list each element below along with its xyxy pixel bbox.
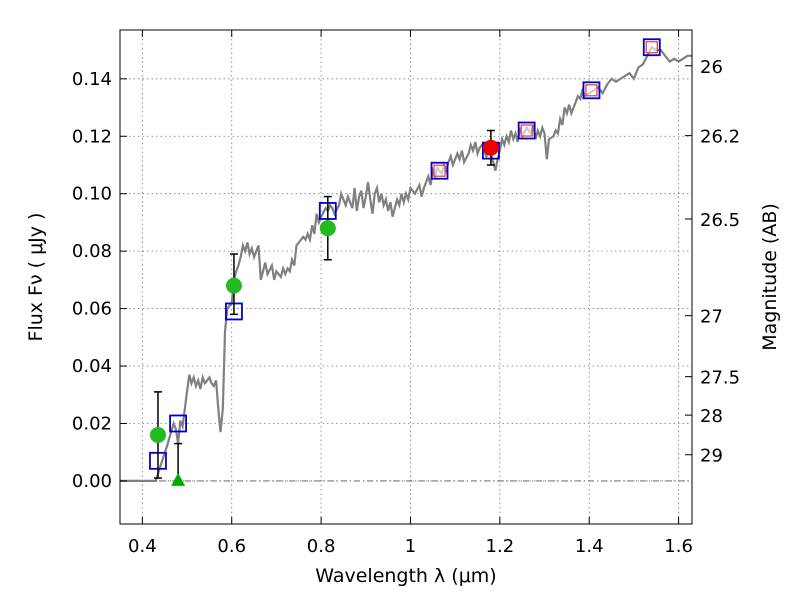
y-tick-label: 0.00 <box>72 471 112 492</box>
y-tick-label: 0.12 <box>72 126 112 147</box>
mag-tick-label: 26.2 <box>700 127 740 148</box>
photometry-square <box>520 124 533 137</box>
plot-area <box>120 38 692 486</box>
photometry-point <box>482 139 499 156</box>
mag-tick-label: 28 <box>700 406 723 427</box>
tick-marks <box>120 30 692 524</box>
photometry-square <box>645 41 658 54</box>
model-flux-square <box>582 81 601 100</box>
mag-tick-label: 29 <box>700 446 723 467</box>
x-axis-label: Wavelength λ (μm) <box>315 565 496 587</box>
photometry-square <box>585 84 598 97</box>
x-tick-label: 1.4 <box>575 536 604 557</box>
y-tick-label: 0.02 <box>72 413 112 434</box>
mag-tick-label: 27 <box>700 307 723 328</box>
photometry-point <box>149 426 166 443</box>
tick-labels: 0.4 0.6 0.8 1 1.2 1.4 1.6 0.00 0.02 0.04 0.06 0.08 0… <box>72 57 740 557</box>
model-spectrum-line <box>120 45 692 482</box>
y-axis-label-right: Magnitude (AB) <box>759 203 781 351</box>
x-tick-label: 1.2 <box>486 536 515 557</box>
mag-tick-label: 26 <box>700 57 723 78</box>
y-tick-label: 0.04 <box>72 356 112 377</box>
x-tick-label: 1.6 <box>664 536 693 557</box>
upper-limit-triangle <box>171 472 186 486</box>
data-marks <box>149 38 661 486</box>
axes-frame <box>119 29 693 525</box>
y-tick-label: 0.10 <box>72 184 112 205</box>
x-tick-label: 0.4 <box>128 536 157 557</box>
model-flux-square <box>517 121 536 140</box>
x-tick-label: 1 <box>405 536 416 557</box>
grid-lines <box>120 30 692 524</box>
y-tick-label: 0.08 <box>72 241 112 262</box>
x-tick-label: 0.6 <box>217 536 246 557</box>
photometry-point <box>225 277 242 294</box>
y-tick-label: 0.14 <box>72 69 112 90</box>
x-tick-label: 0.8 <box>307 536 336 557</box>
photometry-point <box>319 220 336 237</box>
model-flux-square <box>430 161 449 180</box>
y-axis-label: Flux Fν ( μJy ) <box>25 213 47 342</box>
model-flux-square <box>169 414 187 433</box>
model-flux-square <box>642 38 661 57</box>
y-tick-label: 0.06 <box>72 299 112 320</box>
mag-tick-label: 27.5 <box>700 368 740 389</box>
photometry-square <box>433 164 446 177</box>
mag-tick-label: 26.5 <box>700 210 740 231</box>
